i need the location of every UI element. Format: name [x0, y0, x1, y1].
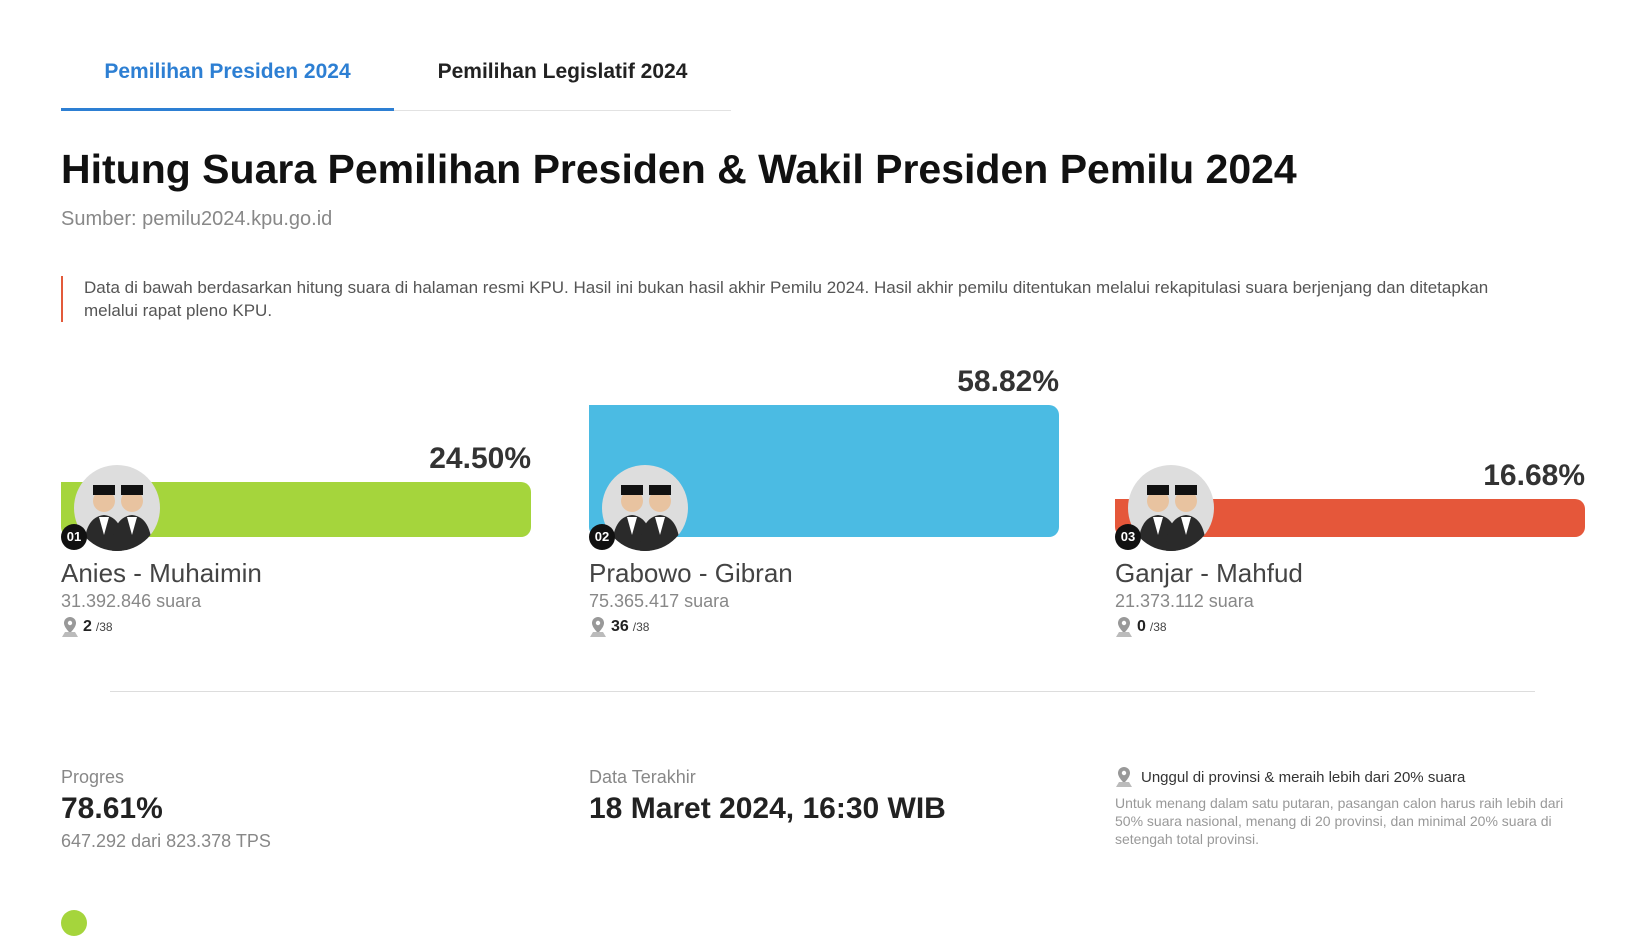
provinces-won: 36/38 [589, 616, 649, 638]
green-dot [61, 910, 87, 936]
candidate-number: 01 [61, 524, 87, 550]
tab-presiden[interactable]: Pemilihan Presiden 2024 [104, 60, 351, 83]
legend-description: Untuk menang dalam satu putaran, pasanga… [1115, 795, 1564, 847]
tab-legislatif[interactable]: Pemilihan Legislatif 2024 [437, 60, 688, 83]
provinces-won-count: 0 [1137, 618, 1146, 635]
provinces-won-count: 2 [83, 618, 92, 635]
provinces-won: 2/38 [61, 616, 113, 638]
candidate-number: 03 [1115, 524, 1141, 550]
divider [110, 691, 1535, 692]
candidate-avatar [1128, 465, 1214, 551]
source: Sumber: pemilu2024.kpu.go.id [61, 208, 333, 230]
percent-label: 16.68% [1483, 459, 1585, 492]
percent-label: 58.82% [957, 365, 1059, 398]
vote-count: 21.373.112 suara [1115, 591, 1254, 611]
map-pin-icon [62, 617, 78, 637]
provinces-won: 0/38 [1115, 616, 1167, 638]
candidate-number: 02 [589, 524, 615, 550]
progress-label: Progres [61, 767, 125, 787]
updated-label: Data Terakhir [589, 767, 696, 787]
legend: Unggul di provinsi & meraih lebih dari 2… [1115, 766, 1465, 788]
page-title: Hitung Suara Pemilihan Presiden & Wakil … [61, 146, 1297, 192]
candidate-avatar [74, 465, 160, 551]
vote-count: 75.365.417 suara [589, 591, 730, 611]
provinces-total: /38 [1149, 620, 1167, 634]
progress-sub: 647.292 dari 823.378 TPS [61, 831, 271, 851]
map-pin-icon [1116, 767, 1132, 787]
vote-count: 31.392.846 suara [61, 591, 202, 611]
active-tab-indicator [61, 108, 394, 111]
provinces-total: /38 [95, 620, 113, 634]
provinces-won-count: 36 [611, 618, 629, 635]
progress-value: 78.61% [61, 792, 163, 825]
disclaimer-note: Data di bawah berdasarkan hitung suara d… [61, 276, 1521, 322]
legend-title: Unggul di provinsi & meraih lebih dari 2… [1141, 768, 1466, 786]
map-pin-icon [590, 617, 606, 637]
candidate-avatar [602, 465, 688, 551]
candidate-name: Anies - Muhaimin [61, 558, 262, 588]
percent-label: 24.50% [429, 442, 531, 475]
candidate-name: Ganjar - Mahfud [1115, 558, 1303, 588]
candidate-name: Prabowo - Gibran [589, 558, 793, 588]
provinces-total: /38 [632, 620, 650, 634]
tab-divider [61, 110, 731, 111]
map-pin-icon [1116, 617, 1132, 637]
updated-value: 18 Maret 2024, 16:30 WIB [589, 792, 946, 825]
